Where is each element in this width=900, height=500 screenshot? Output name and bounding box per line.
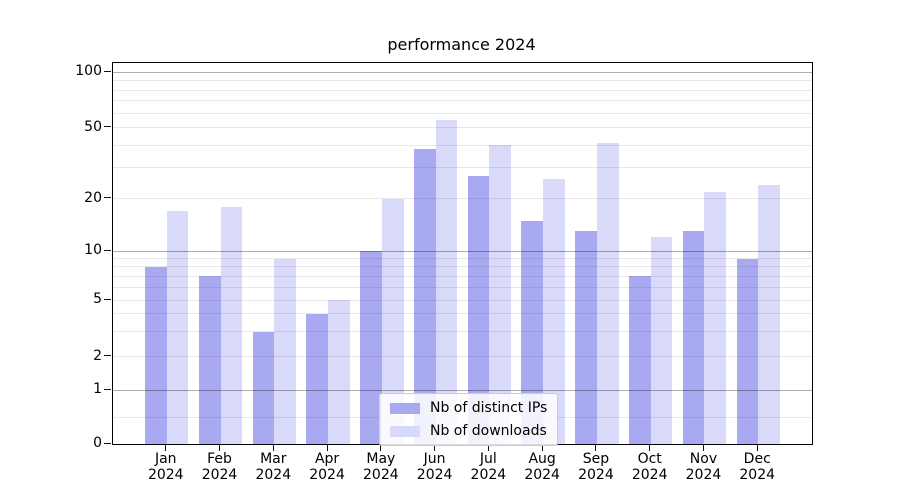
y-tick-label-100: 100 [75,63,102,80]
x-tick-jan-2024 [165,444,167,451]
y-tick-5 [104,298,111,300]
x-tick-label-aug-2024: Aug 2024 [524,451,560,483]
x-tick-label-oct-2024: Oct 2024 [631,451,668,483]
legend-swatch-downloads [390,425,420,437]
y-tick-label-10: 10 [84,242,102,259]
bar-nb-of-distinct-ips-feb-2024 [198,276,221,444]
bar-nb-of-downloads-nov-2024 [704,191,727,444]
x-tick-label-jul-2024: Jul 2024 [470,451,507,483]
x-tick-sep-2024 [595,444,597,451]
x-tick-label-feb-2024: Feb 2024 [201,451,238,483]
x-tick-dec-2024 [756,444,758,451]
chart-title: performance 2024 [387,35,536,54]
y-tick-label-0: 0 [93,435,102,451]
x-tick-label-may-2024: May 2024 [363,451,399,483]
y-tick-20 [104,197,111,199]
bar-nb-of-distinct-ips-jul-2024 [467,175,490,444]
bar-nb-of-downloads-jun-2024 [435,120,458,444]
bar-nb-of-downloads-sep-2024 [596,143,619,444]
x-tick-apr-2024 [326,444,328,451]
legend: Nb of distinct IPs Nb of downloads [379,393,559,446]
y-tick-label-50: 50 [84,118,102,135]
bar-nb-of-distinct-ips-jan-2024 [145,266,167,444]
bar-nb-of-downloads-jan-2024 [166,211,189,444]
bar-nb-of-downloads-mar-2024 [274,258,296,444]
x-tick-oct-2024 [649,444,651,451]
x-tick-label-jun-2024: Jun 2024 [416,451,453,483]
bar-nb-of-downloads-jul-2024 [489,145,512,444]
x-tick-jul-2024 [487,444,489,451]
legend-label-downloads: Nb of downloads [430,423,547,439]
bar-nb-of-downloads-may-2024 [381,198,404,444]
bar-nb-of-distinct-ips-may-2024 [360,251,382,444]
x-tick-label-sep-2024: Sep 2024 [578,451,614,483]
bar-nb-of-downloads-oct-2024 [650,237,673,444]
y-tick-1 [104,388,111,390]
y-tick-50 [104,126,111,128]
legend-label-distinct-ips: Nb of distinct IPs [430,400,548,416]
bar-nb-of-downloads-feb-2024 [220,206,243,444]
x-tick-nov-2024 [702,444,704,451]
bars-layer [113,63,812,444]
bar-nb-of-distinct-ips-sep-2024 [575,231,597,444]
bar-nb-of-downloads-aug-2024 [543,178,565,444]
x-tick-feb-2024 [219,444,221,451]
x-tick-aug-2024 [541,444,543,451]
y-tick-100 [104,70,111,72]
x-tick-label-nov-2024: Nov 2024 [685,451,722,483]
y-tick-label-5: 5 [93,291,102,308]
x-tick-jun-2024 [434,444,436,451]
legend-item-distinct-ips: Nb of distinct IPs [390,400,547,416]
bar-nb-of-distinct-ips-apr-2024 [306,313,329,444]
x-tick-may-2024 [380,444,382,451]
x-tick-label-jan-2024: Jan 2024 [147,451,184,483]
x-tick-label-dec-2024: Dec 2024 [739,451,776,483]
bar-nb-of-distinct-ips-dec-2024 [736,258,759,444]
y-tick-label-2: 2 [93,347,102,364]
legend-item-downloads: Nb of downloads [390,423,547,439]
bar-nb-of-distinct-ips-jun-2024 [413,149,436,444]
bar-nb-of-downloads-apr-2024 [328,300,350,444]
y-tick-label-20: 20 [84,189,102,206]
plot-area: Nb of distinct IPs Nb of downloads [112,62,813,446]
bar-nb-of-distinct-ips-aug-2024 [521,220,544,444]
x-tick-label-mar-2024: Mar 2024 [255,451,292,483]
y-tick-10 [104,249,111,251]
y-tick-0 [104,442,111,444]
y-tick-label-1: 1 [93,381,102,398]
bar-nb-of-distinct-ips-mar-2024 [252,331,275,444]
legend-swatch-distinct-ips [390,402,420,414]
x-tick-mar-2024 [272,444,274,451]
bar-nb-of-distinct-ips-oct-2024 [628,276,651,444]
x-tick-label-apr-2024: Apr 2024 [309,451,345,483]
bar-nb-of-distinct-ips-nov-2024 [682,231,705,444]
bar-nb-of-downloads-dec-2024 [758,184,780,444]
y-tick-2 [104,355,111,357]
